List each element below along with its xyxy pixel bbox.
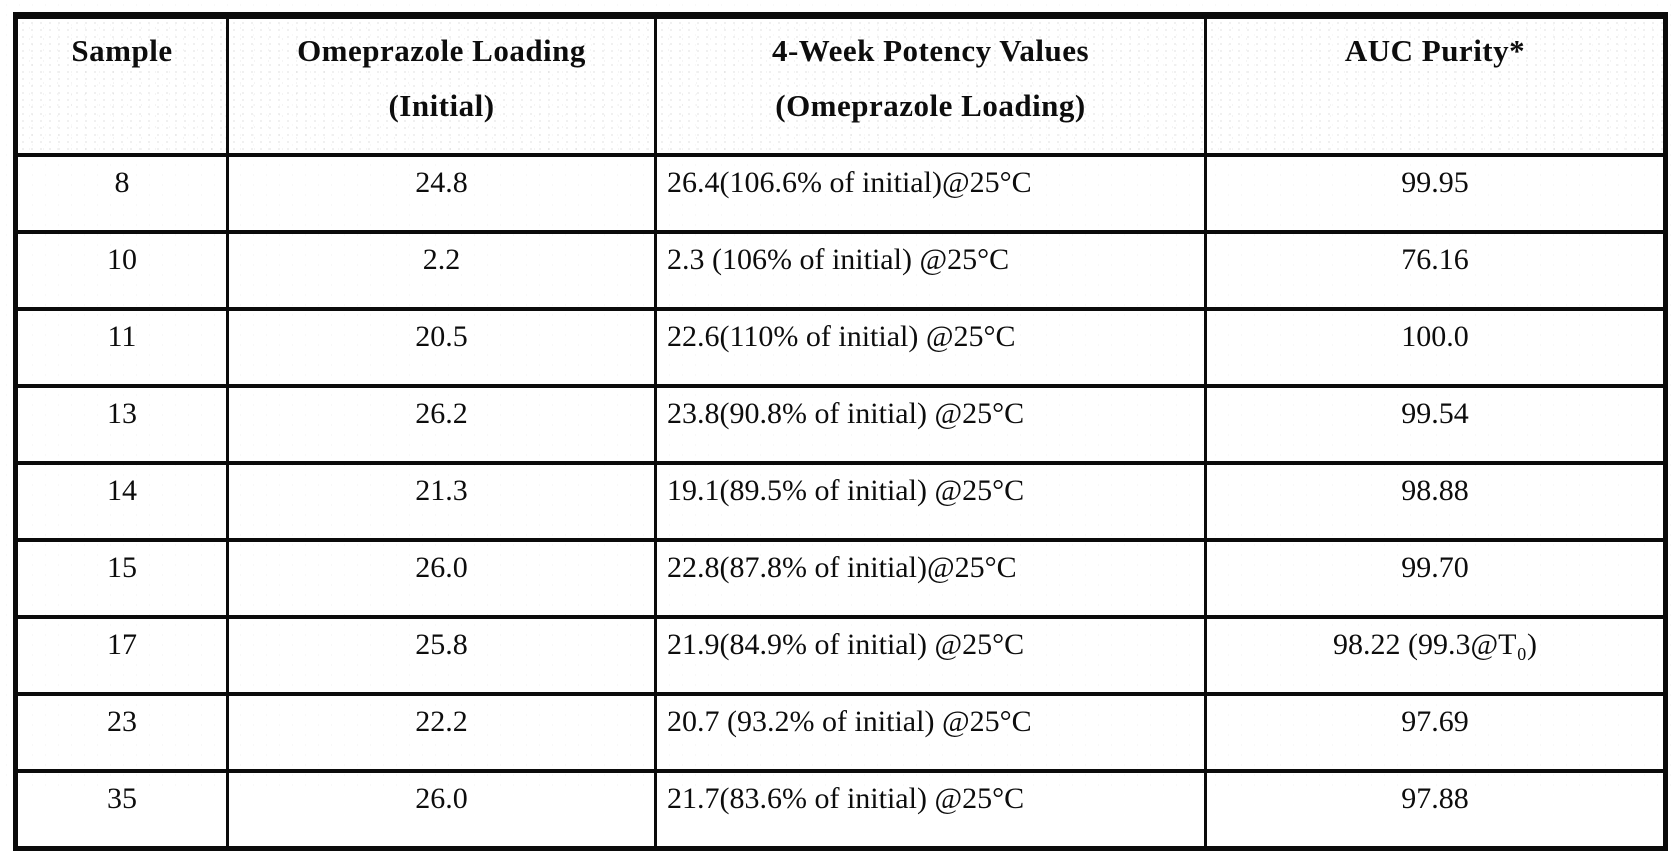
table-row: 35 26.0 21.7(83.6% of initial) @25°C 97.…: [14, 769, 1667, 851]
cell-sample: 14: [14, 461, 229, 542]
cell-loading: 21.3: [226, 461, 657, 542]
cell-potency: 19.1(89.5% of initial) @25°C: [654, 461, 1207, 542]
cell-potency: 21.9(84.9% of initial) @25°C: [654, 615, 1207, 696]
cell-sample: 23: [14, 692, 229, 773]
cell-sample: 8: [14, 153, 229, 234]
cell-loading: 25.8: [226, 615, 657, 696]
table-row: 17 25.8 21.9(84.9% of initial) @25°C 98.…: [14, 615, 1667, 696]
cell-loading: 26.0: [226, 769, 657, 851]
cell-loading: 26.2: [226, 384, 657, 465]
cell-purity: 99.95: [1204, 153, 1667, 234]
column-header-omeprazole-loading-line2: (Initial): [388, 88, 495, 123]
cell-purity: 100.0: [1204, 307, 1667, 388]
column-header-auc-purity-line1: AUC Purity*: [1344, 33, 1526, 68]
cell-purity: 99.70: [1204, 538, 1667, 619]
cell-potency: 20.7 (93.2% of initial) @25°C: [654, 692, 1207, 773]
column-header-potency-values-line2: (Omeprazole Loading): [775, 88, 1086, 123]
cell-loading: 24.8: [226, 153, 657, 234]
cell-purity: 99.54: [1204, 384, 1667, 465]
cell-potency: 2.3 (106% of initial) @25°C: [654, 230, 1207, 311]
table-row: 8 24.8 26.4(106.6% of initial)@25°C 99.9…: [14, 153, 1667, 234]
cell-purity: 97.88: [1204, 769, 1667, 851]
table-row: 14 21.3 19.1(89.5% of initial) @25°C 98.…: [14, 461, 1667, 542]
table-row: 10 2.2 2.3 (106% of initial) @25°C 76.16: [14, 230, 1667, 311]
cell-sample: 10: [14, 230, 229, 311]
column-header-auc-purity: AUC Purity*: [1204, 12, 1667, 157]
column-header-sample: Sample: [14, 12, 229, 157]
column-header-potency-values-line1: 4-Week Potency Values: [771, 33, 1090, 68]
column-header-auc-purity-line2: [1209, 88, 1663, 124]
cell-purity: 97.69: [1204, 692, 1667, 773]
cell-loading: 22.2: [226, 692, 657, 773]
cell-purity: 98.22 (99.3@T₀): [1204, 615, 1667, 696]
column-header-sample-line2: [19, 88, 225, 124]
table-header-row: Sample Omeprazole Loading (Initial) 4-We…: [14, 12, 1667, 157]
column-header-omeprazole-loading-line1: Omeprazole Loading: [297, 33, 586, 68]
column-header-sample-line1: Sample: [71, 33, 173, 68]
cell-sample: 17: [14, 615, 229, 696]
cell-potency: 26.4(106.6% of initial)@25°C: [654, 153, 1207, 234]
cell-purity: 76.16: [1204, 230, 1667, 311]
column-header-potency-values: 4-Week Potency Values (Omeprazole Loadin…: [654, 12, 1207, 157]
cell-sample: 35: [14, 769, 229, 851]
cell-potency: 22.8(87.8% of initial)@25°C: [654, 538, 1207, 619]
table-row: 23 22.2 20.7 (93.2% of initial) @25°C 97…: [14, 692, 1667, 773]
cell-sample: 15: [14, 538, 229, 619]
cell-potency: 23.8(90.8% of initial) @25°C: [654, 384, 1207, 465]
cell-loading: 20.5: [226, 307, 657, 388]
cell-potency: 21.7(83.6% of initial) @25°C: [654, 769, 1207, 851]
cell-sample: 11: [14, 307, 229, 388]
cell-purity: 98.88: [1204, 461, 1667, 542]
cell-potency: 22.6(110% of initial) @25°C: [654, 307, 1207, 388]
table-row: 15 26.0 22.8(87.8% of initial)@25°C 99.7…: [14, 538, 1667, 619]
table-row: 11 20.5 22.6(110% of initial) @25°C 100.…: [14, 307, 1667, 388]
cell-sample: 13: [14, 384, 229, 465]
column-header-omeprazole-loading: Omeprazole Loading (Initial): [226, 12, 657, 157]
cell-loading: 2.2: [226, 230, 657, 311]
omeprazole-stability-table: Sample Omeprazole Loading (Initial) 4-We…: [13, 12, 1668, 851]
table-row: 13 26.2 23.8(90.8% of initial) @25°C 99.…: [14, 384, 1667, 465]
cell-loading: 26.0: [226, 538, 657, 619]
